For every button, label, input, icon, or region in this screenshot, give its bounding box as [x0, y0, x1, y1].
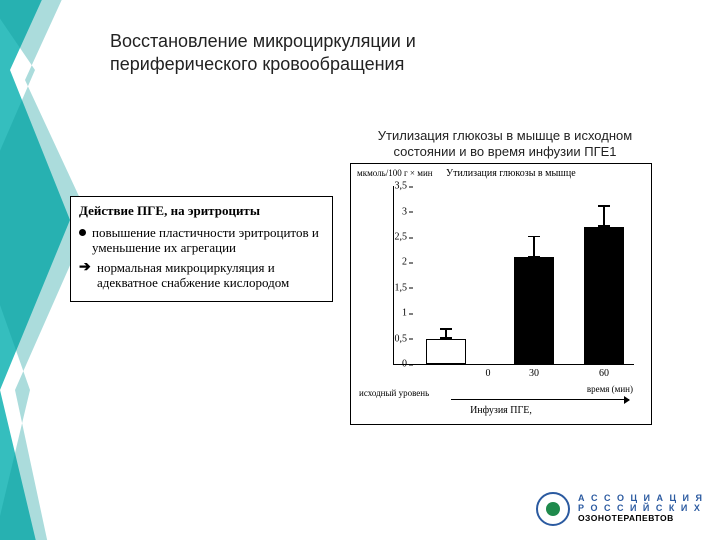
bar — [426, 339, 466, 364]
error-bar — [533, 237, 535, 257]
bar — [514, 257, 554, 364]
y-tick: 3,5 — [373, 181, 407, 192]
logo-line3: ОЗОНОТЕРАПЕВТОВ — [578, 514, 704, 523]
y-axis-unit-label: мкмоль/100 г × мин — [357, 168, 433, 178]
x-infusion-label: Инфузия ПГЕ, — [351, 405, 651, 416]
error-cap — [528, 236, 540, 238]
bullet-row-1: повышение пластичности эритроцитов и уме… — [79, 225, 324, 256]
logo-circle-icon — [536, 492, 570, 526]
y-tick: 3 — [373, 206, 407, 217]
x-tick-zero: 0 — [486, 368, 491, 379]
bar — [584, 227, 624, 364]
logo-text: А С С О Ц И А Ц И Я Р О С С И Й С К И Х … — [578, 494, 704, 523]
error-bar — [603, 207, 605, 227]
y-tick: 2,5 — [373, 232, 407, 243]
error-cap-base — [440, 337, 452, 339]
association-logo: А С С О Ц И А Ц И Я Р О С С И Й С К И Х … — [536, 492, 704, 526]
plot-area: 30600 — [393, 186, 634, 365]
arrow-right-icon: ➔ — [79, 261, 93, 275]
error-cap — [598, 205, 610, 207]
x-category-baseline: исходный уровень — [359, 388, 429, 398]
y-tick: 0 — [373, 359, 407, 370]
y-tick: 1,5 — [373, 282, 407, 293]
bullet-dot-icon — [79, 229, 86, 236]
x-tick: 30 — [529, 368, 539, 379]
erythrocyte-effects-box: Действие ПГЕ, на эритроциты повышение пл… — [70, 196, 333, 302]
error-cap — [440, 328, 452, 330]
error-cap-base — [528, 256, 540, 258]
error-cap-base — [598, 225, 610, 227]
slide-title: Восстановление микроциркуляции и перифер… — [110, 30, 530, 75]
chart-frame: мкмоль/100 г × мин Утилизация глюкозы в … — [350, 163, 652, 425]
text-box-heading: Действие ПГЕ, на эритроциты — [79, 203, 324, 219]
chart-inner-title: Утилизация глюкозы в мышце — [446, 168, 576, 179]
y-tick: 1 — [373, 308, 407, 319]
chart-title: Утилизация глюкозы в мышце в исходном со… — [350, 128, 660, 159]
bullet-row-2: ➔ нормальная микроциркуляция и адекватно… — [79, 260, 324, 291]
bullet-text-2: нормальная микроциркуляция и адекватное … — [97, 260, 324, 291]
glucose-chart-panel: Утилизация глюкозы в мышце в исходном со… — [350, 128, 660, 425]
x-tick: 60 — [599, 368, 609, 379]
bullet-text-1: повышение пластичности эритроцитов и уме… — [92, 225, 324, 256]
y-tick: 2 — [373, 257, 407, 268]
y-tick: 0,5 — [373, 333, 407, 344]
x-axis-arrow — [451, 399, 629, 401]
x-time-label: время (мин) — [587, 384, 633, 394]
